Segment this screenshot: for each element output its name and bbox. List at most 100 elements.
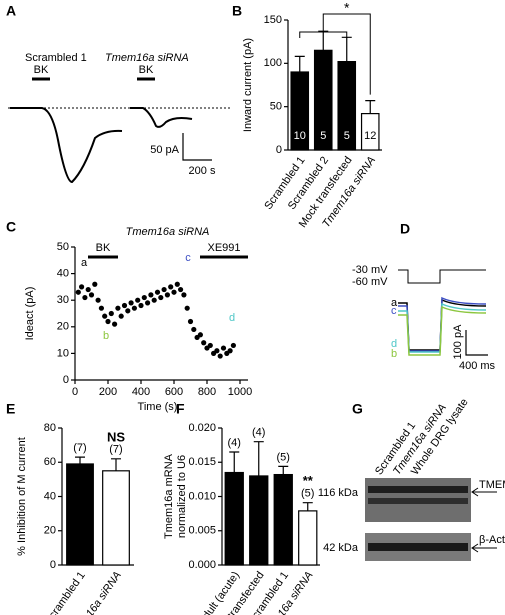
current-trace bbox=[398, 305, 487, 356]
scale-label: 50 pA bbox=[150, 144, 179, 156]
data-point bbox=[187, 318, 194, 325]
y-tick-label: 0 bbox=[63, 374, 69, 386]
error-bar bbox=[365, 100, 376, 114]
data-point bbox=[154, 289, 161, 295]
y-tick-label: 50 bbox=[57, 241, 69, 253]
y-axis-label: Ideact (pA) bbox=[24, 287, 36, 341]
data-point bbox=[214, 348, 220, 354]
blot-band bbox=[368, 543, 468, 551]
error-bar bbox=[111, 458, 121, 471]
y-tick-label: 50 bbox=[270, 101, 282, 113]
y-tick-label: 100 bbox=[264, 57, 282, 69]
blot-band bbox=[368, 498, 468, 504]
data-point bbox=[191, 326, 197, 333]
significance-label: ** bbox=[303, 473, 314, 488]
x-tick-label: 400 bbox=[132, 386, 150, 398]
stimulus-label: BK bbox=[139, 64, 154, 76]
data-point bbox=[125, 308, 131, 314]
data-point bbox=[181, 292, 187, 298]
marker-label: 116 kDa bbox=[318, 487, 359, 499]
trace-group bbox=[398, 296, 487, 356]
current-trace bbox=[10, 107, 123, 184]
point-annotation: a bbox=[81, 257, 88, 269]
data-point bbox=[227, 348, 233, 354]
data-point bbox=[115, 305, 121, 311]
panel-label: D bbox=[400, 221, 410, 237]
stimulus-label: BK bbox=[34, 64, 49, 76]
x-tick-label: 800 bbox=[198, 386, 216, 398]
y-tick-label: 0.015 bbox=[188, 456, 216, 468]
data-point bbox=[112, 321, 118, 327]
point-annotation: c bbox=[185, 252, 191, 264]
error-bar bbox=[229, 451, 240, 473]
error-bar bbox=[302, 502, 313, 511]
x-tick-label: Scrambled 1 bbox=[43, 570, 88, 615]
data-point bbox=[75, 289, 81, 295]
stimulus-label: BK bbox=[96, 242, 111, 254]
panel-label: F bbox=[176, 401, 185, 417]
data-point bbox=[82, 294, 88, 301]
blot-band bbox=[368, 486, 468, 493]
band-label: TMEM16a bbox=[479, 479, 505, 491]
scale-bar bbox=[465, 330, 488, 356]
data-point bbox=[108, 310, 114, 317]
x-axis-label: Time (s) bbox=[138, 401, 178, 413]
data-point bbox=[201, 340, 207, 346]
y-tick-label: 20 bbox=[57, 321, 69, 333]
error-bar bbox=[253, 441, 264, 476]
y-tick-label: 0.020 bbox=[188, 422, 216, 434]
data-point bbox=[168, 284, 174, 290]
significance-label: * bbox=[344, 0, 350, 16]
data-point bbox=[85, 286, 91, 293]
y-axis-label: Inward current (pA) bbox=[242, 38, 254, 132]
panel-label: C bbox=[6, 219, 16, 235]
data-point bbox=[220, 345, 227, 351]
n-label: (5) bbox=[301, 488, 314, 500]
y-tick-label: 60 bbox=[44, 456, 56, 468]
scale-bar bbox=[182, 133, 212, 161]
n-label: (5) bbox=[277, 451, 290, 463]
y-axis-label: normalized to U6 bbox=[176, 455, 188, 538]
y-tick-label: 0.005 bbox=[188, 525, 216, 537]
data-point bbox=[105, 318, 111, 325]
y-tick-label: 0 bbox=[276, 144, 282, 156]
bar bbox=[273, 473, 293, 566]
x-tick-label: 0 bbox=[72, 386, 78, 398]
trace-label: a bbox=[391, 297, 398, 309]
data-point bbox=[118, 313, 124, 319]
trace-label: c bbox=[391, 305, 397, 317]
point-annotation: d bbox=[229, 312, 235, 324]
data-point bbox=[79, 284, 85, 290]
voltage-protocol bbox=[398, 269, 486, 284]
condition-label: Scrambled 1 bbox=[25, 52, 87, 64]
data-point bbox=[164, 292, 170, 298]
panel-label: A bbox=[6, 3, 16, 19]
data-point bbox=[174, 281, 180, 287]
data-point bbox=[217, 353, 223, 359]
y-tick-label: 0 bbox=[50, 559, 56, 571]
y-axis-label: % Inhibition of M current bbox=[16, 437, 28, 556]
x-tick-label: 200 bbox=[99, 386, 117, 398]
trace-label: d bbox=[391, 338, 397, 350]
y-tick-label: 80 bbox=[44, 422, 56, 434]
n-label: (7) bbox=[109, 444, 122, 456]
voltage-label: -30 mV bbox=[352, 264, 388, 276]
bar bbox=[224, 471, 244, 566]
n-label: 10 bbox=[294, 130, 306, 142]
data-point bbox=[95, 297, 101, 303]
condition-label: Tmem16a siRNA bbox=[105, 52, 189, 64]
data-point bbox=[88, 292, 95, 298]
data-point bbox=[207, 342, 213, 349]
data-point bbox=[135, 297, 141, 303]
data-point bbox=[197, 332, 203, 338]
data-point bbox=[145, 300, 151, 306]
x-tick-label: 1000 bbox=[228, 386, 252, 398]
n-label: 5 bbox=[344, 130, 350, 142]
arrow bbox=[471, 487, 497, 497]
error-bar bbox=[278, 465, 289, 475]
current-trace bbox=[398, 302, 487, 353]
marker-label: 42 kDa bbox=[323, 542, 359, 554]
current-trace bbox=[398, 298, 487, 351]
y-tick-label: 10 bbox=[57, 347, 69, 359]
